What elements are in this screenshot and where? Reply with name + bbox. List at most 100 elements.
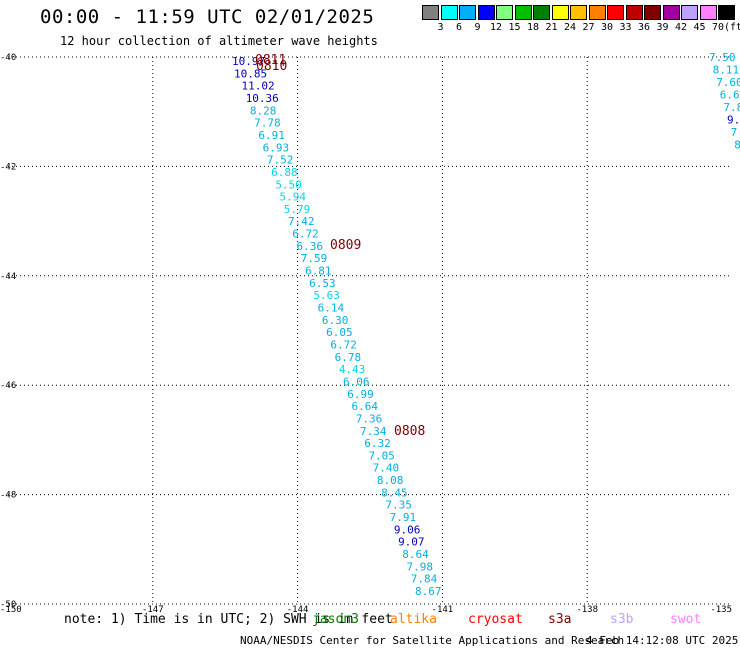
swh-value-label: 6.91 <box>258 129 285 142</box>
scale-swatch <box>644 5 661 20</box>
swh-value-label: 8.64 <box>402 548 429 561</box>
swh-value-label: 6.36 <box>296 240 323 253</box>
scale-tick-label: 36 <box>637 22 651 33</box>
swh-value-label: 7.8 <box>723 101 740 114</box>
scale-tick-label: 33 <box>619 22 632 33</box>
satellite-legend-item: jason3 <box>312 612 359 627</box>
footer-timestamp: 4 Feb 14:12:08 UTC 2025 <box>586 634 739 647</box>
swh-value-label: 6.72 <box>330 338 357 351</box>
scale-tick-label: 27 <box>582 22 595 33</box>
swh-value-label: 7.98 <box>407 560 434 573</box>
scale-swatch <box>570 5 587 20</box>
swh-value-label: 11.02 <box>241 80 274 93</box>
scale-tick-label: 21 <box>545 22 558 33</box>
lon-tick-label: -150 <box>0 605 22 615</box>
scale-swatch <box>588 5 606 20</box>
pass-time-label: 0811 <box>255 53 286 68</box>
lon-tick-label: -147 <box>142 605 164 615</box>
satellite-legend-item: altika <box>390 612 437 627</box>
swh-value-label: 7.59 <box>301 252 328 265</box>
page-title: 00:00 - 11:59 UTC 02/01/2025 <box>40 6 375 28</box>
swh-value-label: 6.72 <box>292 228 319 241</box>
scale-swatch <box>681 5 698 20</box>
lat-tick-label: -42 <box>0 162 16 172</box>
swh-value-label: 6.64 <box>352 400 379 413</box>
scale-swatch <box>625 5 643 20</box>
swh-value-label: 7.60 <box>716 76 740 89</box>
swh-value-label: 7.36 <box>356 412 383 425</box>
lon-tick-label: -138 <box>576 605 598 615</box>
scale-swatch <box>662 5 680 20</box>
swh-value-label: 9.07 <box>398 536 425 549</box>
swh-value-label: 6.99 <box>347 388 374 401</box>
swh-value-label: 5.94 <box>280 191 307 204</box>
lat-tick-label: -46 <box>0 381 16 391</box>
pass-time-label: 0808 <box>394 424 425 439</box>
swh-value-label: 5.50 <box>275 178 302 191</box>
scale-swatch <box>699 5 717 20</box>
scale-swatch <box>533 5 550 20</box>
swh-value-label: 7.50 <box>709 51 736 64</box>
scale-tick-label: 9 <box>474 22 481 33</box>
scale-swatch <box>607 5 624 20</box>
swh-value-label: 6.81 <box>305 265 332 278</box>
swh-value-label: 6.78 <box>335 351 362 364</box>
swh-value-label: 7.84 <box>411 573 438 586</box>
lon-tick-label: -141 <box>432 605 454 615</box>
swh-value-label: 6.32 <box>364 437 391 450</box>
swh-value-label: 7.42 <box>288 215 315 228</box>
satellite-legend-item: s3b <box>610 612 634 627</box>
scale-tick-label: 45 <box>693 22 706 33</box>
swh-value-label: 9. <box>727 114 740 127</box>
swh-value-label: 8.28 <box>250 104 277 117</box>
swh-value-label: 7.78 <box>254 117 280 130</box>
satellite-legend-item: cryosat <box>468 612 523 627</box>
scale-swatch <box>422 5 439 20</box>
scale-tick-label: 6 <box>455 22 463 33</box>
swh-value-label: 7.91 <box>390 511 417 524</box>
swh-value-label: 7.34 <box>360 425 387 438</box>
swh-value-label: 7. <box>731 126 740 139</box>
lat-tick-label: -40 <box>0 53 16 63</box>
swh-value-label: 6.06 <box>343 375 370 388</box>
swh-value-label: 8 <box>734 139 740 152</box>
lon-tick-label: -144 <box>287 605 309 615</box>
swh-value-label: 6.93 <box>263 141 290 154</box>
pass-time-label: 0810 <box>256 59 287 74</box>
swh-value-label: 8.67 <box>415 585 442 598</box>
swh-value-label: 10.97 <box>232 55 265 68</box>
scale-tick-label: 24 <box>563 22 577 33</box>
scale-tick-label: 15 <box>508 22 521 33</box>
swh-value-label: 7.05 <box>368 449 395 462</box>
scale-tick-label: 12 <box>489 22 503 33</box>
scale-swatch <box>551 5 569 20</box>
swh-value-label: 5.79 <box>284 203 311 216</box>
scale-tick-label: 30 <box>600 22 614 33</box>
lat-tick-label: -48 <box>0 491 16 501</box>
note-text: note: 1) Time is in UTC; 2) SWH is in fe… <box>64 612 393 627</box>
swh-value-label: 6.88 <box>271 166 298 179</box>
scale-swatch <box>459 5 476 20</box>
scale-tick-label: 18 <box>526 22 540 33</box>
scale-tick-label: 70 <box>711 22 725 33</box>
swh-value-label: 6.14 <box>318 302 345 315</box>
swh-value-label: 6.05 <box>326 326 353 339</box>
scale-unit-label: (ft) <box>724 22 740 33</box>
scale-swatch <box>477 5 495 20</box>
satellite-legend-item: s3a <box>548 612 572 627</box>
swh-value-label: 10.85 <box>234 67 267 80</box>
scale-tick-label: 39 <box>656 22 669 33</box>
swh-value-label: 9.06 <box>394 523 421 536</box>
satellite-legend-item: swot <box>670 612 702 627</box>
swh-value-label: 4.43 <box>339 363 366 376</box>
swh-value-label: 7.52 <box>267 154 294 167</box>
swh-value-label: 6.69 <box>720 89 740 102</box>
swh-value-label: 8.11 <box>713 64 740 77</box>
swh-value-label: 6.53 <box>309 277 336 290</box>
scale-swatch <box>496 5 513 20</box>
swh-value-label: 6.30 <box>322 314 349 327</box>
swh-value-label: 7.40 <box>373 462 400 475</box>
swh-value-label: 8.45 <box>381 486 408 499</box>
scale-swatch <box>514 5 532 20</box>
swh-value-label: 8.08 <box>377 474 404 487</box>
